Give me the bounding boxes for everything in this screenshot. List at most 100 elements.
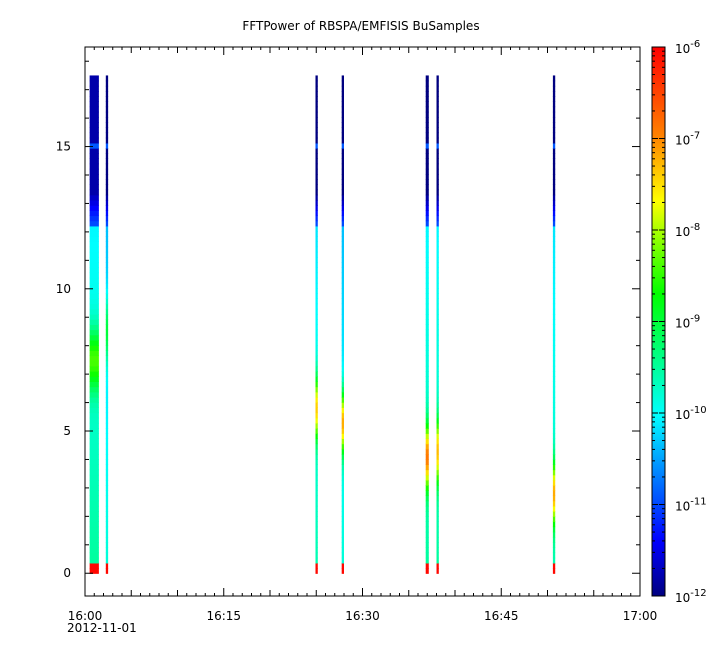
burst-cell <box>425 412 429 419</box>
burst-cell <box>315 339 318 346</box>
burst-cell <box>89 137 99 144</box>
burst-cell <box>425 101 429 108</box>
burst-cell <box>89 536 99 543</box>
burst-cell <box>89 453 99 460</box>
burst-cell <box>89 324 99 331</box>
burst-cell <box>315 526 318 533</box>
burst-cell <box>105 339 109 346</box>
burst-cell <box>341 251 344 258</box>
burst-cell <box>425 111 429 118</box>
colorbar-tick-label: 10-10 <box>675 405 707 422</box>
burst-cell <box>425 168 429 175</box>
burst-cell <box>315 106 318 113</box>
burst-cell <box>341 485 344 491</box>
burst-cell <box>436 417 439 424</box>
burst-cell <box>341 122 344 128</box>
burst-cell <box>552 500 556 507</box>
burst-cell <box>552 386 556 393</box>
burst-cell <box>436 521 439 528</box>
burst-cell <box>315 158 318 165</box>
burst-cell <box>105 189 109 196</box>
burst-cell <box>436 464 439 471</box>
burst-cell <box>341 324 344 331</box>
burst-cell <box>552 251 556 258</box>
burst-cell <box>315 127 318 134</box>
burst-cell <box>105 91 109 97</box>
burst-cell <box>341 179 344 185</box>
burst-cell <box>425 262 429 268</box>
burst-cell <box>425 137 429 144</box>
burst-cell <box>425 371 429 377</box>
burst-cell <box>105 407 109 414</box>
burst-cell <box>341 552 344 559</box>
burst-cell <box>436 428 439 434</box>
burst-cell <box>552 552 556 559</box>
burst-cell <box>89 365 99 372</box>
burst-cell <box>552 313 556 320</box>
burst-cell <box>315 246 318 253</box>
burst-cell <box>425 531 429 538</box>
burst-cell <box>89 516 99 522</box>
x-tick-label: 16:30 <box>345 609 380 623</box>
burst-cell <box>105 277 109 284</box>
y-tick-label: 0 <box>63 566 71 580</box>
burst-cell <box>341 308 344 315</box>
burst-cell <box>425 407 429 414</box>
burst-cell <box>89 448 99 455</box>
burst-cell <box>341 127 344 134</box>
burst-cell <box>552 433 556 440</box>
burst-cell <box>341 371 344 377</box>
x-tick-label: 17:00 <box>623 609 658 623</box>
burst-cell <box>425 453 429 460</box>
burst-cell <box>89 111 99 118</box>
burst-cell <box>105 448 109 455</box>
burst-cell <box>436 412 439 419</box>
burst-cell <box>341 168 344 175</box>
burst-cell <box>425 428 429 434</box>
burst-cell <box>341 158 344 165</box>
burst-cell <box>341 365 344 372</box>
burst-cell <box>315 313 318 320</box>
burst-cell <box>341 438 344 445</box>
colorbar-axis: 10-12 10-11 10-10 10-9 10-8 10-7 10-6 <box>652 39 707 605</box>
burst-cell <box>315 111 318 118</box>
burst-cell <box>552 303 556 310</box>
burst-cell <box>552 308 556 315</box>
burst-cell <box>105 288 109 294</box>
burst-cell <box>341 531 344 538</box>
burst-cell <box>552 111 556 118</box>
burst-cell <box>436 433 439 440</box>
burst-cell <box>552 324 556 331</box>
burst-cell <box>89 557 99 564</box>
burst-cell <box>552 526 556 533</box>
burst-cell <box>105 376 109 382</box>
burst-cell <box>436 365 439 372</box>
burst-cell <box>89 116 99 123</box>
burst-cell <box>425 231 429 237</box>
burst-cell <box>315 298 318 305</box>
burst-cell <box>341 562 344 569</box>
burst-cell <box>436 137 439 144</box>
burst-cell <box>89 205 99 211</box>
burst-cell <box>425 448 429 455</box>
burst-cell <box>425 246 429 253</box>
burst-cell <box>105 116 109 123</box>
burst-cell <box>105 490 109 497</box>
burst-cell <box>341 407 344 414</box>
x-axis-date-label: 2012-11-01 <box>67 621 137 635</box>
burst-cell <box>436 225 439 232</box>
burst-cell <box>315 101 318 108</box>
burst-cell <box>315 422 318 429</box>
burst-5 <box>425 75 429 574</box>
burst-cell <box>89 127 99 134</box>
burst-cell <box>436 85 439 92</box>
burst-cell <box>315 225 318 232</box>
burst-cell <box>315 371 318 377</box>
burst-cell <box>552 132 556 139</box>
burst-cell <box>315 324 318 331</box>
burst-cell <box>436 552 439 559</box>
burst-cell <box>315 267 318 274</box>
burst-cell <box>425 568 429 574</box>
burst-cell <box>436 459 439 465</box>
burst-cell <box>425 225 429 232</box>
